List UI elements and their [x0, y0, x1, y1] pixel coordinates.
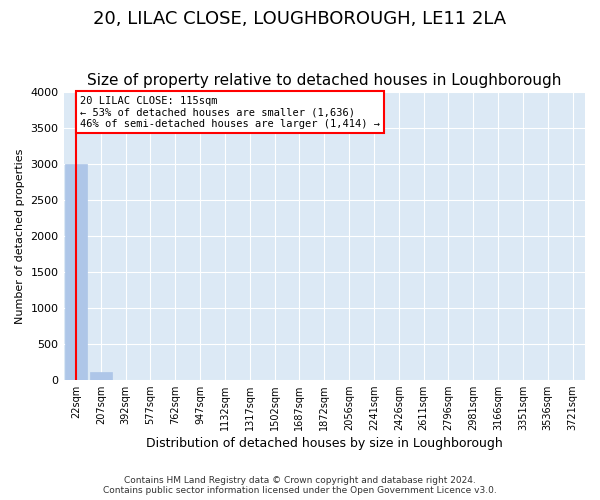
- Bar: [89, 372, 112, 380]
- Y-axis label: Number of detached properties: Number of detached properties: [15, 148, 25, 324]
- Title: Size of property relative to detached houses in Loughborough: Size of property relative to detached ho…: [87, 73, 562, 88]
- Text: 20 LILAC CLOSE: 115sqm
← 53% of detached houses are smaller (1,636)
46% of semi-: 20 LILAC CLOSE: 115sqm ← 53% of detached…: [80, 96, 380, 128]
- Bar: [65, 164, 87, 380]
- X-axis label: Distribution of detached houses by size in Loughborough: Distribution of detached houses by size …: [146, 437, 503, 450]
- Text: 20, LILAC CLOSE, LOUGHBOROUGH, LE11 2LA: 20, LILAC CLOSE, LOUGHBOROUGH, LE11 2LA: [94, 10, 506, 28]
- Text: Contains HM Land Registry data © Crown copyright and database right 2024.
Contai: Contains HM Land Registry data © Crown c…: [103, 476, 497, 495]
